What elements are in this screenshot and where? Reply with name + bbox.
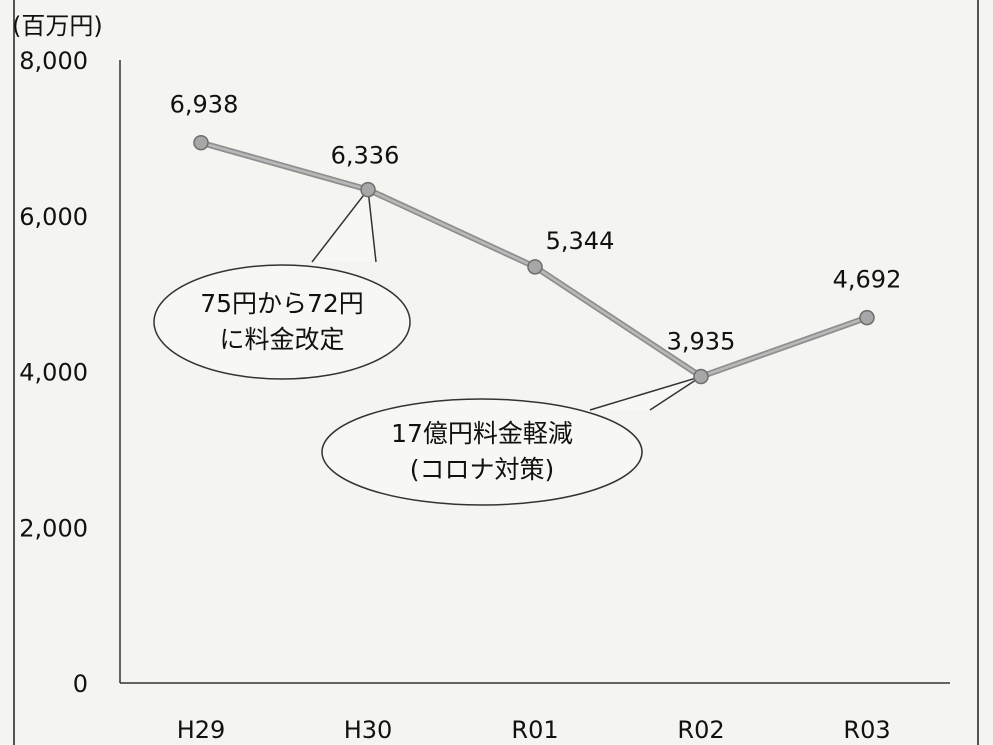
data-label-h30: 6,336 bbox=[331, 142, 400, 170]
y-tick-label: 0 bbox=[73, 670, 88, 698]
x-tick-label: H29 bbox=[177, 716, 226, 744]
data-label-h29: 6,938 bbox=[170, 91, 239, 119]
data-point-h29 bbox=[193, 134, 209, 151]
unit-label: (百万円) bbox=[12, 12, 103, 40]
data-point-h30 bbox=[360, 181, 376, 198]
data-point-r02 bbox=[693, 368, 709, 385]
callout-bubble bbox=[153, 264, 411, 380]
data-point-r03 bbox=[859, 309, 875, 326]
y-tick-label: 2,000 bbox=[19, 514, 88, 542]
y-tick-label: 6,000 bbox=[19, 203, 88, 231]
data-point-r01 bbox=[527, 259, 543, 275]
data-labels: 6,938 6,336 5,344 3,935 4,692 bbox=[170, 91, 902, 356]
callout-tail-fill bbox=[312, 189, 376, 262]
y-tick-label: 8,000 bbox=[19, 47, 88, 75]
y-tick-label: 4,000 bbox=[19, 359, 88, 387]
x-tick-label: R03 bbox=[843, 716, 890, 744]
x-tick-label: H30 bbox=[344, 716, 393, 744]
callout-text: 17億円料金軽減 bbox=[391, 419, 573, 448]
x-tick-label: R01 bbox=[511, 716, 558, 744]
y-tick-labels: 0 2,000 4,000 6,000 8,000 bbox=[19, 47, 88, 698]
callout-bubble bbox=[321, 398, 643, 506]
callout-text: (コロナ対策) bbox=[410, 455, 555, 484]
callout-text: 75円から72円 bbox=[200, 289, 364, 318]
x-tick-label: R02 bbox=[677, 716, 724, 744]
x-tick-labels: H29 H30 R01 R02 R03 bbox=[177, 716, 891, 744]
data-points bbox=[193, 134, 875, 385]
callout: 17億円料金軽減 (コロナ対策) bbox=[321, 375, 702, 506]
callout-text: に料金改定 bbox=[219, 325, 344, 354]
data-label-r03: 4,692 bbox=[833, 266, 902, 294]
data-label-r02: 3,935 bbox=[667, 328, 736, 356]
data-label-r01: 5,344 bbox=[546, 227, 615, 255]
